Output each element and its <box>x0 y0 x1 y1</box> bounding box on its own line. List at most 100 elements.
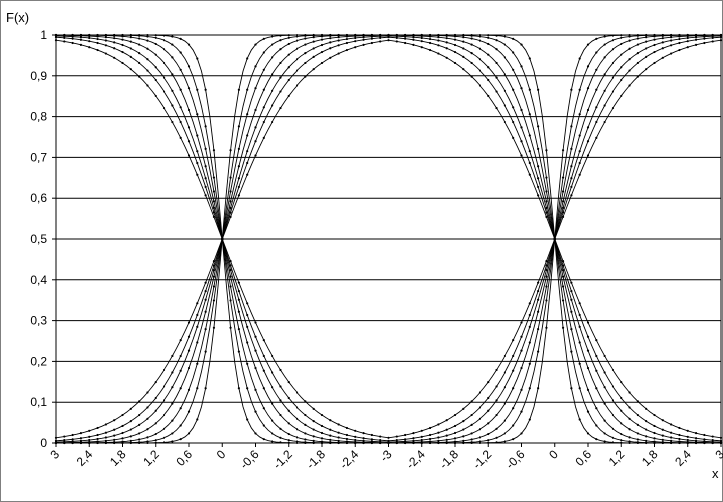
series-4-point <box>113 37 116 40</box>
series-2-point <box>254 410 257 413</box>
series-6-point <box>88 40 91 43</box>
series-7-point <box>237 281 240 284</box>
series-3-point <box>636 37 639 40</box>
series-5-point <box>304 423 307 427</box>
series-5-point <box>645 47 648 50</box>
series-5-point <box>88 36 91 40</box>
series-3-point <box>462 439 465 442</box>
series-4-point <box>312 435 315 438</box>
series-2-point <box>287 439 290 442</box>
series-6-point <box>304 413 307 417</box>
series-7-point <box>453 413 457 417</box>
series-5-point <box>603 89 606 92</box>
series-5-point <box>262 369 265 372</box>
series-5-point <box>520 349 523 352</box>
series-6-point <box>395 439 398 442</box>
series-6-point <box>611 90 615 93</box>
series-5-point <box>678 37 681 41</box>
series-7-point <box>304 400 307 403</box>
series-3-point <box>271 419 274 422</box>
series-7-point <box>138 75 141 78</box>
series-3-point <box>237 328 240 331</box>
series-3-point <box>171 56 174 59</box>
series-6-point <box>711 36 714 39</box>
series-3-point <box>545 285 548 288</box>
series-5-point <box>404 440 407 443</box>
series-7-point <box>271 354 274 358</box>
series-5-point <box>113 41 116 44</box>
series-2-point <box>271 432 274 435</box>
y-axis-title: F(x) <box>6 10 29 25</box>
y-tick-label: 0 <box>40 436 47 450</box>
series-6-point <box>412 437 415 440</box>
series-5-point <box>503 386 506 389</box>
series-5-point <box>229 268 232 272</box>
series-7-point <box>287 380 290 384</box>
series-6-point <box>71 37 74 40</box>
series-7-point <box>611 106 615 110</box>
series-6-point <box>636 61 639 65</box>
y-tick-label: 0,5 <box>30 232 47 246</box>
series-4-point <box>162 61 166 65</box>
series-3-point <box>487 432 490 436</box>
series-2-point <box>578 88 581 91</box>
series-6-point <box>586 140 590 143</box>
series-7-point <box>719 39 723 42</box>
series-3-point <box>254 388 257 391</box>
series-7-point <box>329 419 332 422</box>
series-complement-line-6 <box>55 36 722 442</box>
series-5-point <box>437 436 440 439</box>
series-4-point <box>121 38 124 41</box>
series-5-point <box>694 36 698 39</box>
series-4-point <box>611 61 615 65</box>
series-5-point <box>329 434 332 437</box>
series-1-point <box>246 418 249 421</box>
series-4-point <box>578 134 581 137</box>
series-7-point <box>104 52 107 55</box>
series-5-point <box>295 417 299 420</box>
series-4-point <box>138 43 141 46</box>
series-6-point <box>578 161 581 165</box>
series-3-point <box>611 48 615 51</box>
series-3-point <box>603 56 606 59</box>
series-4-point <box>196 134 199 137</box>
series-5-point <box>561 206 565 210</box>
y-tick-label: 0,3 <box>30 314 47 328</box>
series-7-point <box>196 173 199 176</box>
series-3-point <box>312 439 315 442</box>
series-3-point <box>586 87 590 90</box>
series-7-point <box>295 391 299 394</box>
y-tick-labels: 0 0,1 0,2 0,3 0,4 0,5 0,6 0,7 0,8 0,9 1 <box>30 28 47 450</box>
series-2-point <box>470 441 473 444</box>
series-5-point <box>462 428 465 431</box>
series-5-point <box>345 437 349 441</box>
series-5-point <box>154 66 157 69</box>
series-3-point <box>570 147 573 150</box>
series-6-point <box>379 439 382 442</box>
series-1-point <box>162 34 166 37</box>
x-axis-title: x <box>712 466 719 481</box>
series-6-point <box>628 69 631 72</box>
series-7-point <box>212 215 216 218</box>
x-tick-label: 0 <box>546 447 561 462</box>
series-6-point <box>503 371 506 374</box>
series-5-point <box>670 39 673 42</box>
series-6-point <box>603 104 606 107</box>
series-5-point <box>478 417 482 420</box>
series-3-point <box>478 436 482 439</box>
series-5-point <box>320 431 324 435</box>
series-4-point <box>262 387 265 390</box>
series-7-point <box>162 106 166 110</box>
series-6-point <box>595 120 598 124</box>
series-6-point <box>561 211 565 214</box>
series-1-point <box>520 432 523 435</box>
series-1-point <box>179 37 182 40</box>
series-5-point <box>129 47 132 50</box>
x-tick-label: -2,4 <box>337 447 362 472</box>
series-5-point <box>528 325 531 328</box>
series-1-point <box>495 441 498 444</box>
series-2-point <box>495 436 498 439</box>
series-6-point <box>154 78 157 82</box>
series-4-point <box>570 165 573 168</box>
